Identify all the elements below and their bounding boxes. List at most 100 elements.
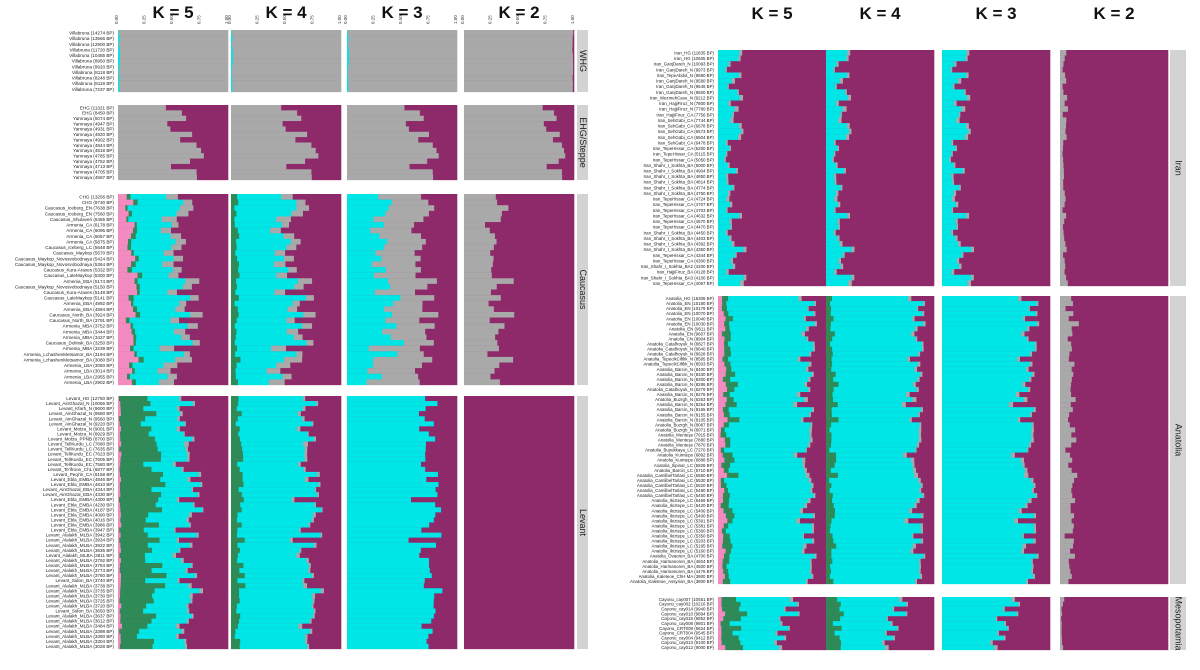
admixture-bar-grey <box>373 272 416 279</box>
admixture-bar-cyan <box>942 437 1032 443</box>
admixture-bar-grey <box>464 222 486 228</box>
admixture-bar-cyan <box>830 341 923 347</box>
admixture-bar-cyan <box>942 257 958 264</box>
admixture-bar-purple <box>554 110 575 116</box>
admixture-bar-purple <box>810 442 827 448</box>
sample-label: Armenia_EBA (4992 BP) <box>63 301 114 306</box>
admixture-bar-purple <box>180 547 229 554</box>
admixture-bar-purple <box>464 547 575 554</box>
admixture-bar-cyan <box>347 396 426 402</box>
admixture-bar-grey <box>183 351 191 358</box>
admixture-bar-purple <box>170 126 229 132</box>
admixture-bar-grey <box>464 238 497 245</box>
admixture-bar-grey <box>118 41 229 48</box>
admixture-bar-cyan <box>718 179 728 186</box>
admixture-bar-purple <box>808 326 827 332</box>
admixture-bar-cyan <box>237 255 285 262</box>
admixture-bar-cyan <box>236 210 292 217</box>
admixture-bar-pink <box>118 272 138 279</box>
admixture-bar-grey <box>286 328 299 335</box>
admixture-bar-purple <box>815 493 827 499</box>
admixture-bar-pink <box>718 402 726 408</box>
admixture-bar-grey <box>118 174 198 181</box>
admixture-bar-purple <box>952 66 1051 73</box>
admixture-bar-green <box>121 603 147 609</box>
admixture-bar-grey <box>312 421 314 427</box>
admixture-bar-purple <box>464 492 575 498</box>
admixture-bar-purple <box>179 578 229 584</box>
admixture-bar-cyan <box>231 41 233 48</box>
admixture-bar-purple <box>1077 472 1169 479</box>
admixture-bar-purple <box>851 94 935 101</box>
admixture-bar-purple <box>950 156 1051 163</box>
admixture-bar-purple <box>572 41 575 48</box>
admixture-bar-purple <box>777 630 827 636</box>
admixture-bar-purple <box>429 522 458 528</box>
admixture-bar-grey <box>294 283 304 290</box>
admixture-bar-purple <box>919 442 935 448</box>
sample-label: Levant_Alalakh_MLBA (3720 BP) <box>46 604 115 609</box>
admixture-bar-pink <box>118 487 121 493</box>
admixture-bar-grey <box>119 80 229 87</box>
admixture-bar-purple <box>1063 162 1169 169</box>
admixture-bar-cyan <box>733 397 805 403</box>
admixture-bar-green <box>722 301 727 307</box>
admixture-bar-purple <box>294 233 342 240</box>
admixture-bar-grey <box>1060 100 1065 107</box>
admixture-bar-green <box>826 568 832 575</box>
admixture-bar-purple <box>307 456 342 462</box>
admixture-bar-grey <box>311 517 315 523</box>
admixture-bar-purple <box>816 321 827 327</box>
admixture-bar-green <box>120 613 157 619</box>
admixture-bar-purple <box>305 466 342 473</box>
admixture-bar-grey <box>1060 257 1065 264</box>
admixture-bar-cyan <box>826 201 839 208</box>
admixture-bar-cyan <box>347 35 349 42</box>
admixture-bar-grey <box>1060 134 1067 141</box>
admixture-bar-pink <box>118 227 134 234</box>
admixture-bar-purple <box>728 173 827 180</box>
admixture-bar-green <box>231 487 239 493</box>
admixture-bar-grey <box>464 147 565 154</box>
admixture-bar-cyan <box>718 100 729 107</box>
admixture-bar-grey <box>306 340 314 346</box>
admixture-bar-grey <box>738 123 743 129</box>
admixture-bar-purple <box>464 588 575 594</box>
admixture-bar-cyan <box>237 194 282 200</box>
admixture-bar-purple <box>173 250 229 256</box>
admixture-bar-purple <box>916 467 935 473</box>
admixture-bar-grey <box>1060 316 1070 322</box>
admixture-bar-cyan <box>730 346 814 352</box>
admixture-bar-purple <box>727 207 827 214</box>
admixture-bar-cyan <box>826 218 838 225</box>
admixture-bar-cyan <box>826 139 835 146</box>
admixture-bar-purple <box>814 346 827 352</box>
admixture-bar-purple <box>1071 467 1169 473</box>
admixture-bar-grey <box>834 196 838 202</box>
admixture-bar-purple <box>954 196 1051 202</box>
admixture-bar-purple <box>404 105 458 111</box>
admixture-bar-cyan <box>942 134 966 141</box>
admixture-bar-purple <box>1066 50 1169 56</box>
admixture-bar-cyan <box>718 78 733 84</box>
admixture-bar-purple <box>314 598 342 604</box>
admixture-bar-green <box>826 611 845 617</box>
admixture-bar-cyan <box>718 218 730 225</box>
sample-label: Iran_TepeHissar_CA (4632 BP) <box>653 213 715 218</box>
admixture-bar-grey <box>1060 518 1072 524</box>
admixture-bar-purple <box>292 194 342 200</box>
admixture-bar-purple <box>746 246 827 253</box>
admixture-bar-grey <box>740 128 744 135</box>
admixture-bar-cyan <box>942 162 954 169</box>
admixture-bar-purple <box>808 336 827 342</box>
admixture-bar-purple <box>1071 366 1169 372</box>
admixture-bar-grey <box>316 401 319 407</box>
admixture-bar-purple <box>192 542 229 548</box>
admixture-bar-purple <box>312 278 342 285</box>
admixture-bar-grey <box>910 548 914 554</box>
sample-label: Armenia_MBA (3752 BP) <box>63 324 115 329</box>
admixture-bar-grey <box>184 638 187 645</box>
admixture-bar-grey <box>915 336 918 342</box>
sample-label: Caucasus_Iceberg_EN (7638 BP) <box>45 206 115 211</box>
sample-label: Levant_Alalakh_MLBA (3730 BP) <box>46 593 115 598</box>
